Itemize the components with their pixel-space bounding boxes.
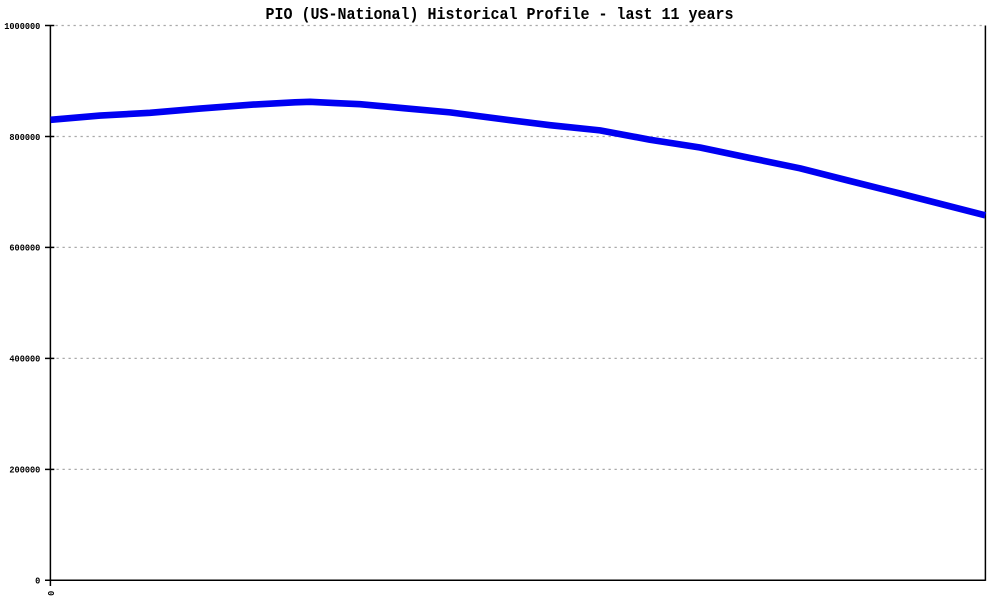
svg-text:1000000: 1000000: [4, 22, 40, 32]
svg-text:400000: 400000: [9, 355, 40, 365]
svg-text:0: 0: [47, 591, 57, 596]
svg-text:200000: 200000: [9, 466, 40, 476]
svg-text:0: 0: [35, 576, 40, 586]
svg-text:600000: 600000: [9, 244, 40, 254]
svg-text:800000: 800000: [9, 133, 40, 143]
svg-text:PIO (US-National) Historical P: PIO (US-National) Historical Profile - l…: [265, 5, 733, 24]
